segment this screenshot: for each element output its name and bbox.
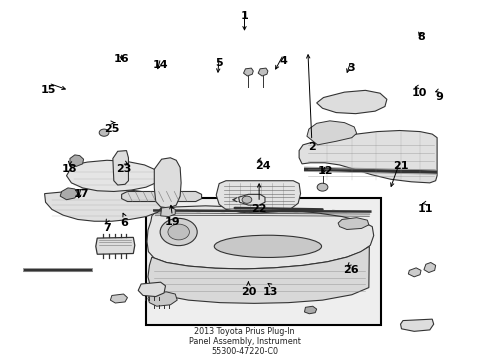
Circle shape — [99, 129, 109, 136]
Polygon shape — [147, 206, 373, 269]
Text: 1: 1 — [240, 11, 248, 21]
Polygon shape — [148, 246, 368, 303]
Text: 17: 17 — [73, 189, 89, 199]
Text: 8: 8 — [416, 32, 424, 41]
Polygon shape — [304, 306, 316, 314]
Polygon shape — [66, 160, 159, 192]
Polygon shape — [258, 68, 267, 76]
Text: 7: 7 — [103, 223, 111, 233]
Polygon shape — [110, 294, 127, 303]
Polygon shape — [337, 218, 368, 229]
Text: 19: 19 — [164, 217, 180, 227]
Polygon shape — [316, 90, 386, 114]
Text: Panel Assembly, Instrument: Panel Assembly, Instrument — [188, 337, 300, 346]
Circle shape — [167, 224, 189, 240]
Text: 20: 20 — [240, 287, 256, 297]
Circle shape — [160, 219, 197, 246]
Polygon shape — [407, 268, 420, 277]
Polygon shape — [238, 194, 264, 205]
Polygon shape — [423, 262, 435, 273]
Bar — [146, 198, 380, 325]
Polygon shape — [122, 192, 201, 202]
Text: 14: 14 — [153, 59, 168, 69]
Polygon shape — [243, 68, 253, 76]
Text: 6: 6 — [121, 218, 128, 228]
Text: 15: 15 — [41, 85, 56, 95]
Polygon shape — [148, 292, 177, 306]
Text: 2: 2 — [307, 142, 315, 152]
Polygon shape — [216, 181, 300, 213]
Polygon shape — [306, 121, 356, 145]
Text: 18: 18 — [62, 163, 78, 174]
Text: 4: 4 — [279, 56, 287, 66]
Polygon shape — [138, 282, 165, 297]
Text: 21: 21 — [392, 161, 407, 171]
Text: 13: 13 — [263, 287, 278, 297]
Text: 24: 24 — [255, 161, 270, 171]
Text: 5: 5 — [215, 58, 223, 68]
Text: 11: 11 — [417, 204, 433, 215]
Text: 2013 Toyota Prius Plug-In: 2013 Toyota Prius Plug-In — [194, 327, 294, 336]
Text: 23: 23 — [116, 163, 131, 174]
Polygon shape — [299, 131, 436, 183]
Polygon shape — [60, 188, 78, 200]
Circle shape — [317, 183, 327, 191]
Polygon shape — [160, 207, 175, 217]
Polygon shape — [154, 158, 181, 208]
Polygon shape — [70, 155, 83, 166]
Polygon shape — [96, 237, 135, 254]
Text: 3: 3 — [346, 63, 354, 73]
Polygon shape — [44, 188, 162, 221]
Text: 12: 12 — [317, 166, 332, 176]
Polygon shape — [400, 319, 433, 331]
Ellipse shape — [214, 235, 321, 257]
Text: 55300-47220-C0: 55300-47220-C0 — [210, 347, 278, 356]
Text: 10: 10 — [410, 88, 426, 98]
Text: 22: 22 — [251, 204, 266, 214]
Polygon shape — [113, 150, 128, 185]
Circle shape — [242, 196, 251, 203]
Text: 16: 16 — [114, 54, 129, 64]
Text: 26: 26 — [342, 265, 358, 275]
Text: 25: 25 — [104, 124, 119, 134]
Text: 9: 9 — [435, 92, 443, 102]
